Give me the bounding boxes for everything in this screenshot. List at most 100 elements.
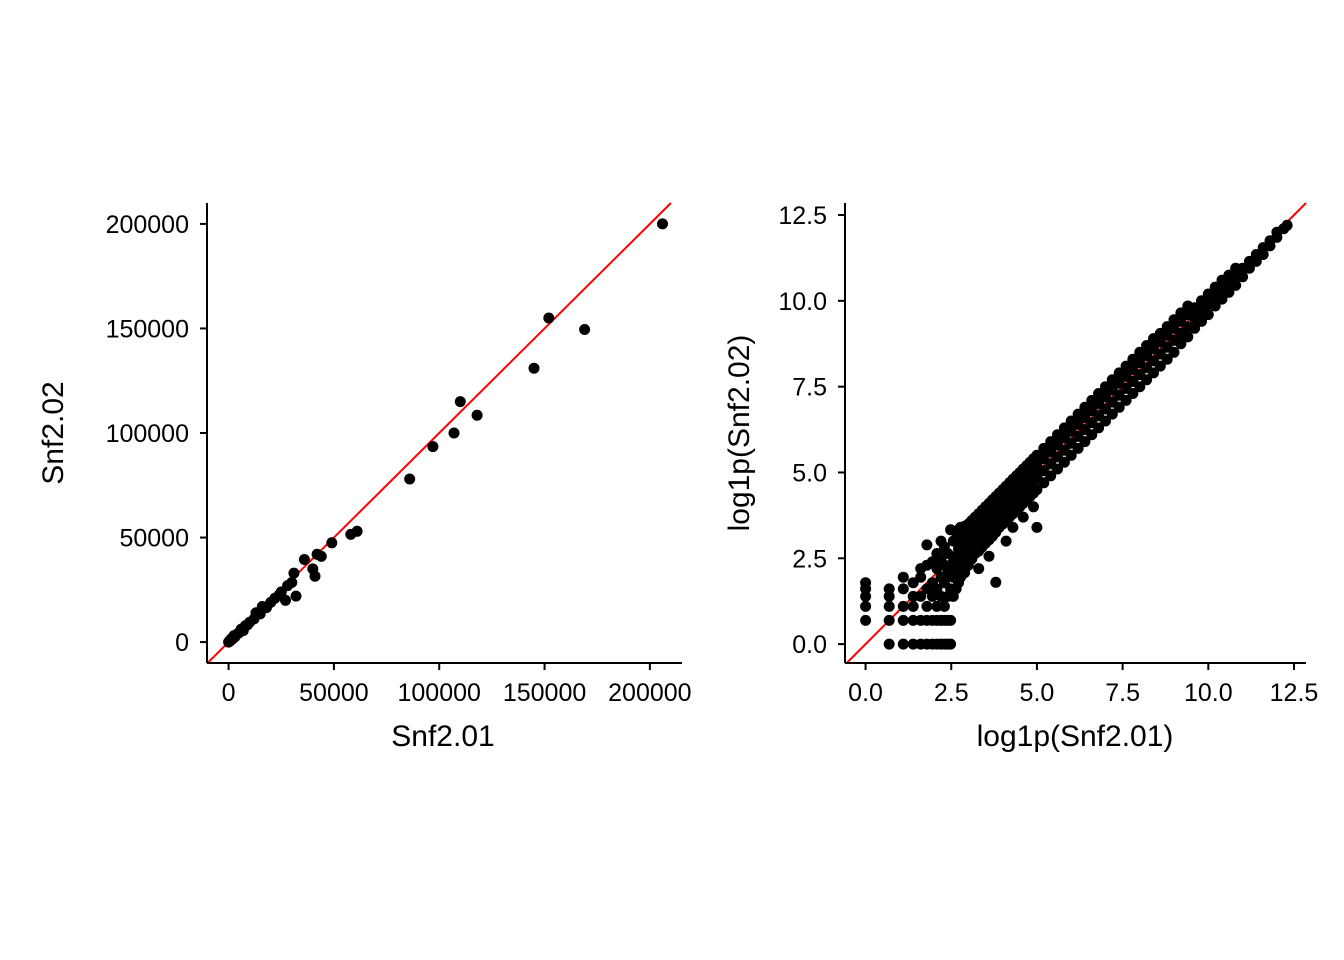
left-data-point [448,427,460,439]
left-x-tick-label: 200000 [608,679,691,707]
right-data-point [1072,442,1084,454]
right-y-tick-label: 0.0 [792,631,827,659]
right-y-tick-label: 10.0 [778,288,827,316]
right-x-tick-label: 10.0 [1184,679,1233,707]
right-data-point [1168,346,1180,358]
left-y-tick-label: 0 [175,629,189,657]
left-x-tick-label: 0 [222,679,236,707]
right-x-tick-label: 5.0 [1020,679,1055,707]
right-data-point [883,600,895,612]
left-data-point [579,324,591,335]
right-data-point [897,638,909,650]
left-data-point [315,550,327,562]
left-data-point [280,594,291,606]
right-data-point [897,571,909,583]
right-data-point [1196,315,1207,327]
left-data-point [427,441,439,453]
right-x-tick-label: 2.5 [934,679,969,707]
right-data-point [938,600,950,612]
right-data-point [1079,436,1091,448]
right-data-point [921,539,933,551]
right-data-point [1223,286,1235,298]
right-data-point [1189,322,1201,334]
left-x-tick-label: 100000 [398,679,481,707]
right-data-point [921,600,933,612]
right-data-point [1113,401,1125,413]
right-data-point [1281,219,1293,231]
left-points [223,218,668,648]
left-x-tick-label: 50000 [299,679,369,707]
right-y-axis-title: log1p(Snf2.02) [723,335,756,532]
right-data-point [1202,309,1214,321]
right-data-point [945,638,957,650]
right-data-point [1237,271,1249,283]
right-axes: 0.0 2.5 5.0 7.5 10.0 12.5 0.0 2.5 5.0 7.5 10.0 12.5 [778,202,1318,707]
right-data-point [1230,279,1242,291]
right-data-point [1161,353,1173,365]
right-data-point [1106,408,1118,420]
left-panel: 0 50000 100000 150000 200000 0 50000 100000 1500… [37,202,692,753]
right-y-tick-label: 7.5 [792,374,827,402]
left-data-point [528,362,540,374]
left-data-point [298,554,310,565]
right-data-point [945,614,957,626]
left-data-point [351,525,363,537]
right-x-tick-label: 12.5 [1270,679,1319,707]
left-y-tick-label: 150000 [106,315,189,343]
left-axes: 0 50000 100000 150000 200000 0 50000 100000 1500… [106,203,692,707]
right-data-point [1175,338,1187,350]
left-data-point [290,590,302,602]
right-data-point [915,590,927,602]
right-data-point [1100,415,1111,427]
right-data-point [1007,521,1019,533]
right-data-point [883,614,895,626]
right-data-point [973,563,985,575]
left-data-point [543,312,555,324]
right-data-point [883,638,895,650]
right-data-point [897,600,909,612]
right-data-point [1093,422,1105,434]
right-data-point [907,600,919,612]
right-x-tick-label: 7.5 [1105,679,1140,707]
left-y-tick-label: 50000 [119,525,189,553]
left-data-point [288,567,300,579]
right-panel: 0.0 2.5 5.0 7.5 10.0 12.5 0.0 2.5 5.0 7.5 10.0 12.5… [723,202,1318,753]
right-data-point [1209,300,1221,312]
right-data-point [860,600,872,612]
left-y-axis-title: Snf2.02 [37,381,70,484]
right-y-tick-label: 2.5 [792,545,827,573]
right-data-point [1000,535,1012,547]
right-data-point [1134,381,1146,393]
right-data-point [990,576,1002,588]
right-x-tick-label: 0.0 [848,679,883,707]
left-data-point [657,218,668,230]
right-data-point [1086,429,1098,441]
right-data-point [1045,470,1057,482]
left-data-point [326,537,338,549]
right-data-point [1058,456,1070,468]
right-data-point [1154,360,1166,372]
right-y-tick-label: 5.0 [792,459,827,487]
right-data-point [1148,367,1159,379]
right-data-point [1120,394,1132,406]
right-data-point [1216,293,1228,305]
left-data-point [404,473,416,485]
right-data-point [1031,484,1043,496]
right-data-point [897,583,909,595]
right-data-point [1017,511,1029,523]
right-data-point [983,550,995,562]
left-y-tick-label: 200000 [106,211,189,239]
right-data-point [1065,449,1077,461]
left-data-point [454,396,466,408]
right-data-point [1141,374,1153,386]
right-data-point [897,614,909,626]
right-data-point [1028,501,1039,513]
left-x-axis-title: Snf2.01 [391,720,494,753]
right-data-point [1031,521,1043,533]
right-data-point [860,614,872,626]
right-data-point [860,577,872,589]
right-data-point [915,571,927,583]
right-data-point [883,583,895,595]
right-points [860,219,1293,650]
